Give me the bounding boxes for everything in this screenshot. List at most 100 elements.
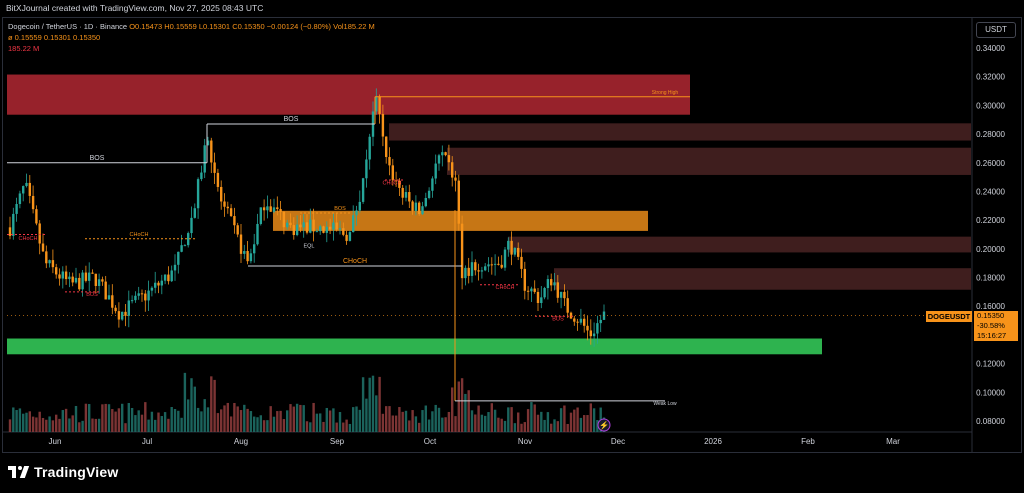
volume-bar xyxy=(447,411,451,432)
y-tick-label: 0.22000 xyxy=(976,216,1005,225)
volume-bar xyxy=(497,417,500,432)
volume-bar xyxy=(414,416,418,432)
volume-bar xyxy=(167,418,170,432)
volume-bar xyxy=(253,416,256,432)
annotation-label: BOS xyxy=(86,292,98,298)
volume-bar xyxy=(503,420,507,432)
candle-body xyxy=(484,266,487,271)
candle-body xyxy=(233,216,236,226)
volume-bar xyxy=(302,405,305,432)
currency-button[interactable]: USDT xyxy=(976,22,1016,38)
candle-body xyxy=(451,162,454,178)
candle-body xyxy=(249,253,253,262)
volume-bar xyxy=(520,423,523,432)
candle-body xyxy=(256,223,259,245)
volume-bar xyxy=(262,420,266,432)
candle-body xyxy=(305,222,309,233)
candle-body xyxy=(253,244,256,254)
candle-body xyxy=(130,300,134,302)
candle-body xyxy=(388,157,391,166)
candle-body xyxy=(282,211,286,228)
candle-body xyxy=(226,206,229,209)
tradingview-brand: TradingView xyxy=(34,464,119,480)
volume-bar xyxy=(493,409,497,432)
volume-bar xyxy=(286,410,289,432)
annotation-label: Strong High xyxy=(652,90,679,96)
candle-body xyxy=(295,224,299,236)
volume-bar xyxy=(8,419,12,432)
volume-bar xyxy=(348,423,352,432)
volume-bar xyxy=(210,376,213,432)
candle-body xyxy=(566,298,569,313)
volume-bar xyxy=(576,407,579,432)
candle-body xyxy=(299,224,302,228)
candle-body xyxy=(193,208,196,218)
volume-bar xyxy=(41,417,45,432)
candle-body xyxy=(546,279,550,289)
volume-bar xyxy=(114,411,117,432)
candle-body xyxy=(586,325,589,331)
volume-bar xyxy=(338,412,342,432)
credit-text: BitXJournal created with TradingView.com… xyxy=(6,3,264,13)
candle-body xyxy=(28,182,31,196)
candle-body xyxy=(18,193,22,204)
demand-zone xyxy=(7,338,822,355)
volume-bar xyxy=(517,412,520,432)
candle-body xyxy=(58,274,61,279)
x-tick-label: Aug xyxy=(234,437,248,446)
volume-bar xyxy=(269,406,272,432)
candle-body xyxy=(441,152,444,156)
volume-bar xyxy=(18,408,22,432)
volume-bar xyxy=(111,409,114,432)
candle-body xyxy=(25,182,28,187)
volume-bar xyxy=(592,408,596,432)
candle-body xyxy=(381,113,385,137)
candle-body xyxy=(322,226,325,233)
volume-bar xyxy=(35,417,38,432)
volume-bar xyxy=(398,407,401,432)
candle-body xyxy=(78,277,81,290)
tradingview-logo-icon xyxy=(8,466,30,478)
volume-bar xyxy=(352,407,355,432)
volume-bar xyxy=(193,386,196,432)
tradingview-logo[interactable]: TradingView xyxy=(8,464,118,480)
candle-body xyxy=(127,300,130,316)
volume-bar xyxy=(38,411,41,432)
candle-body xyxy=(45,251,48,264)
candle-body xyxy=(35,209,38,224)
y-tick-label: 0.20000 xyxy=(976,245,1005,254)
volume-bar xyxy=(540,411,543,432)
volume-bar xyxy=(104,403,107,432)
indicator-values: ø 0.15559 0.15301 0.15350 xyxy=(8,33,101,42)
annotation-label: CHoCH xyxy=(383,180,402,186)
volume-bar xyxy=(91,418,94,432)
candle-body xyxy=(490,264,493,266)
resistance-zone-1 xyxy=(389,123,971,141)
candle-body xyxy=(117,311,121,320)
candle-body xyxy=(510,240,513,255)
volume-bar xyxy=(421,410,424,432)
candle-body xyxy=(556,282,559,298)
volume-bar xyxy=(361,377,365,432)
price-box: 0.15350 -30.58% 15:16:27 xyxy=(974,311,1018,341)
volume-bar xyxy=(213,379,216,432)
volume-bar xyxy=(246,408,249,432)
volume-bar xyxy=(536,414,540,432)
candle-body xyxy=(276,207,279,210)
volume-bar xyxy=(484,415,487,432)
volume-bar xyxy=(365,398,368,432)
candle-body xyxy=(173,264,177,271)
volume-bar xyxy=(259,415,262,432)
volume-bar xyxy=(279,410,282,432)
candle-body xyxy=(154,282,157,288)
candle-body xyxy=(460,223,464,279)
volume-bar xyxy=(583,415,586,432)
volume-bar xyxy=(147,419,150,432)
volume-bar xyxy=(51,420,55,432)
candle-body xyxy=(71,276,74,283)
volume-bar xyxy=(418,422,421,432)
candle-body xyxy=(520,256,523,269)
volume-bar xyxy=(220,409,223,432)
candle-body xyxy=(236,225,239,235)
